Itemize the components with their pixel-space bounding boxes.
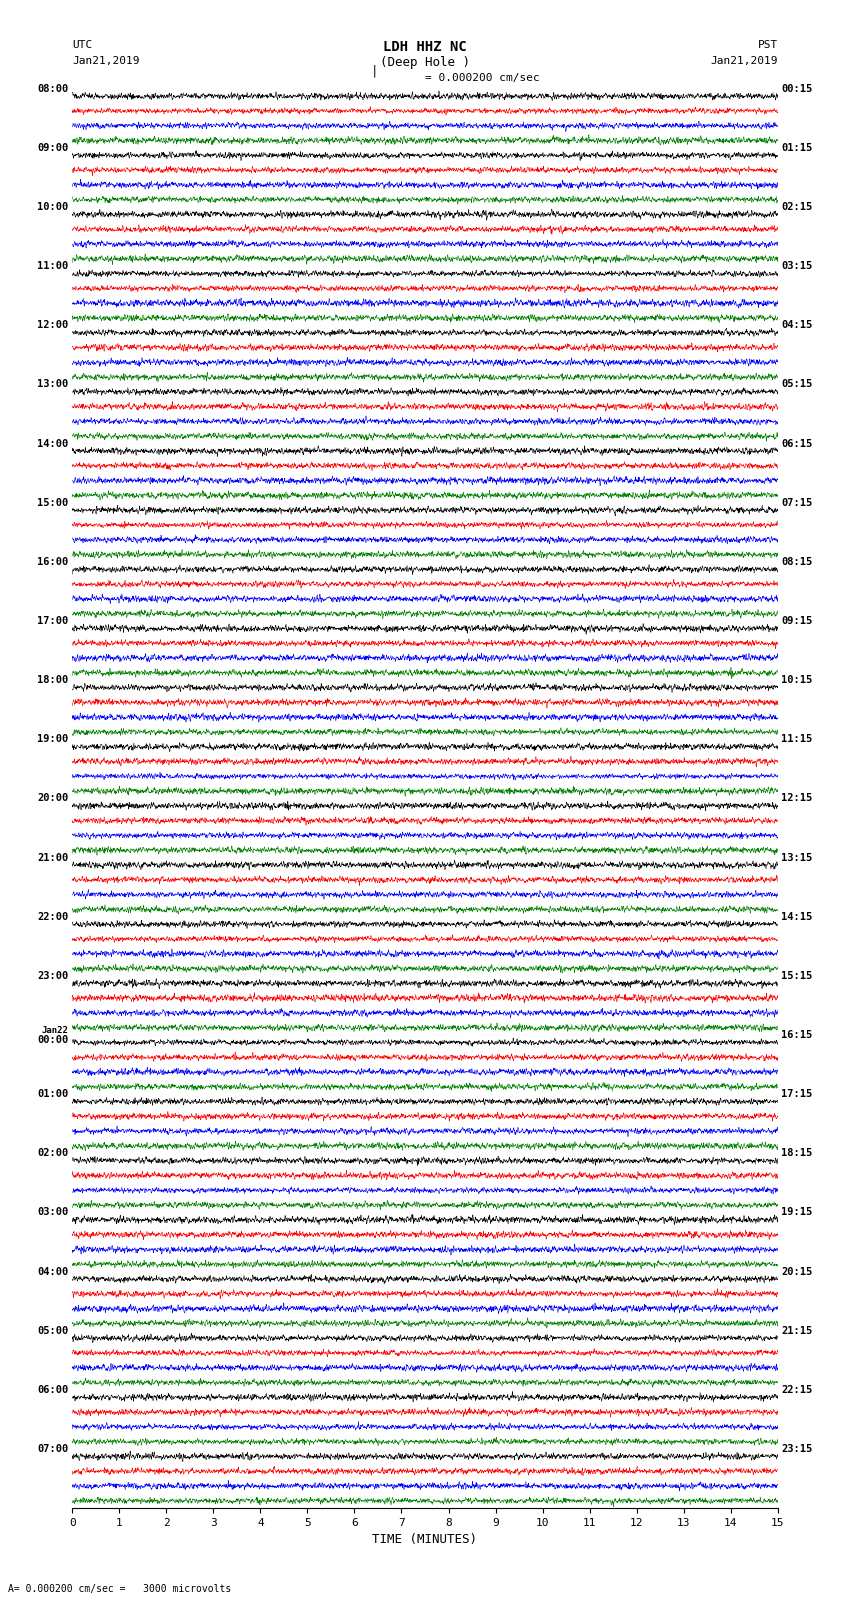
Text: 06:00: 06:00 xyxy=(37,1386,69,1395)
Text: 12:00: 12:00 xyxy=(37,321,69,331)
Text: 13:15: 13:15 xyxy=(781,853,813,863)
Text: 03:00: 03:00 xyxy=(37,1208,69,1218)
X-axis label: TIME (MINUTES): TIME (MINUTES) xyxy=(372,1534,478,1547)
Text: 20:00: 20:00 xyxy=(37,794,69,803)
Text: 22:00: 22:00 xyxy=(37,911,69,921)
Text: 23:15: 23:15 xyxy=(781,1444,813,1453)
Text: 01:00: 01:00 xyxy=(37,1089,69,1098)
Text: 14:15: 14:15 xyxy=(781,911,813,921)
Text: 12:15: 12:15 xyxy=(781,794,813,803)
Text: 19:15: 19:15 xyxy=(781,1208,813,1218)
Text: 09:15: 09:15 xyxy=(781,616,813,626)
Text: Jan22: Jan22 xyxy=(42,1026,69,1036)
Text: UTC: UTC xyxy=(72,40,93,50)
Text: 23:00: 23:00 xyxy=(37,971,69,981)
Text: Jan21,2019: Jan21,2019 xyxy=(72,56,139,66)
Text: 03:15: 03:15 xyxy=(781,261,813,271)
Text: 07:15: 07:15 xyxy=(781,498,813,508)
Text: 18:00: 18:00 xyxy=(37,676,69,686)
Text: 00:00: 00:00 xyxy=(37,1036,69,1045)
Text: 17:15: 17:15 xyxy=(781,1089,813,1098)
Text: 09:00: 09:00 xyxy=(37,144,69,153)
Text: 05:00: 05:00 xyxy=(37,1326,69,1336)
Text: = 0.000200 cm/sec: = 0.000200 cm/sec xyxy=(425,73,540,82)
Text: 00:15: 00:15 xyxy=(781,84,813,94)
Text: 16:00: 16:00 xyxy=(37,556,69,566)
Text: LDH HHZ NC: LDH HHZ NC xyxy=(383,40,467,55)
Text: 10:15: 10:15 xyxy=(781,676,813,686)
Text: 07:00: 07:00 xyxy=(37,1444,69,1453)
Text: Jan21,2019: Jan21,2019 xyxy=(711,56,778,66)
Text: A= 0.000200 cm/sec =   3000 microvolts: A= 0.000200 cm/sec = 3000 microvolts xyxy=(8,1584,232,1594)
Text: 17:00: 17:00 xyxy=(37,616,69,626)
Text: 11:00: 11:00 xyxy=(37,261,69,271)
Text: 08:00: 08:00 xyxy=(37,84,69,94)
Text: 20:15: 20:15 xyxy=(781,1266,813,1276)
Text: 06:15: 06:15 xyxy=(781,439,813,448)
Text: 22:15: 22:15 xyxy=(781,1386,813,1395)
Text: (Deep Hole ): (Deep Hole ) xyxy=(380,56,470,69)
Text: 14:00: 14:00 xyxy=(37,439,69,448)
Text: 05:15: 05:15 xyxy=(781,379,813,389)
Text: 02:00: 02:00 xyxy=(37,1148,69,1158)
Text: 01:15: 01:15 xyxy=(781,144,813,153)
Text: 13:00: 13:00 xyxy=(37,379,69,389)
Text: 15:00: 15:00 xyxy=(37,498,69,508)
Text: 04:15: 04:15 xyxy=(781,321,813,331)
Text: 02:15: 02:15 xyxy=(781,202,813,211)
Text: 10:00: 10:00 xyxy=(37,202,69,211)
Text: 15:15: 15:15 xyxy=(781,971,813,981)
Text: 21:00: 21:00 xyxy=(37,853,69,863)
Text: 16:15: 16:15 xyxy=(781,1031,813,1040)
Text: PST: PST xyxy=(757,40,778,50)
Text: |: | xyxy=(371,65,378,77)
Text: 18:15: 18:15 xyxy=(781,1148,813,1158)
Text: 08:15: 08:15 xyxy=(781,556,813,566)
Text: 11:15: 11:15 xyxy=(781,734,813,744)
Text: 19:00: 19:00 xyxy=(37,734,69,744)
Text: 21:15: 21:15 xyxy=(781,1326,813,1336)
Text: 04:00: 04:00 xyxy=(37,1266,69,1276)
